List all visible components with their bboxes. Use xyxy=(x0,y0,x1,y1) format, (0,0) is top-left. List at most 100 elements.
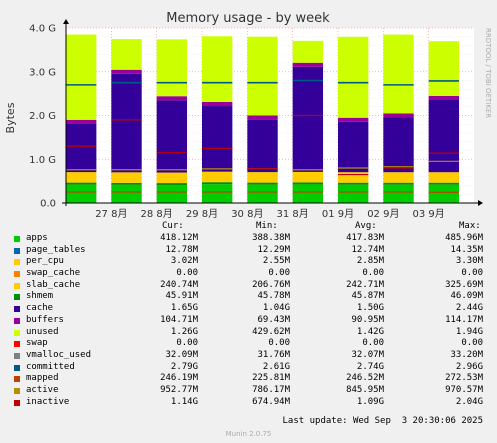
legend-cur: 32.09M xyxy=(165,349,198,360)
legend-swatch xyxy=(14,282,20,289)
legend-avg: 0.00 xyxy=(362,338,384,349)
legend-swatch xyxy=(14,352,20,359)
x-tick-label: 02 9月 xyxy=(367,208,399,220)
legend-row-active: active 952.77M 786.17M 845.95M 970.57M xyxy=(0,385,497,397)
x-tick-label: 03 9月 xyxy=(413,208,445,220)
legend-row-page-tables: page_tables 12.78M 12.29M 12.74M 14.35M xyxy=(0,245,497,257)
legend-avg: 90.95M xyxy=(351,314,384,325)
bar-buffers xyxy=(428,95,460,101)
bar-apps xyxy=(383,184,414,203)
legend-name: buffers xyxy=(26,314,64,325)
legend-name: swap_cache xyxy=(26,268,81,279)
legend-max: 2.44G xyxy=(455,303,483,314)
legend-swatch xyxy=(14,294,20,301)
header-min: Min: xyxy=(256,221,278,231)
bar-cache xyxy=(247,119,278,173)
legend-row-apps: apps 418.12M 388.38M 417.83M 485.96M xyxy=(0,233,497,245)
legend-max: 14.35M xyxy=(450,244,483,255)
legend-cur: 240.74M xyxy=(160,279,198,290)
legend-row-slab-cache: slab_cache 240.74M 206.76M 242.71M 325.69M xyxy=(0,280,497,292)
legend-swatch xyxy=(14,364,20,371)
legend-avg: 2.85M xyxy=(356,256,384,267)
bar-slab xyxy=(338,172,369,183)
legend-max: 1.94G xyxy=(455,326,483,337)
legend-avg: 1.09G xyxy=(356,396,384,407)
legend-max: 970.57M xyxy=(445,384,483,395)
header-cur: Cur: xyxy=(162,221,184,231)
legend-cur: 1.26G xyxy=(170,326,198,337)
legend-avg: 45.87M xyxy=(351,291,384,302)
legend: apps 418.12M 388.38M 417.83M 485.96M page_tab… xyxy=(0,233,497,408)
legend-min: 2.61G xyxy=(262,361,290,372)
bar-apps xyxy=(428,184,460,203)
legend-max: 46.09M xyxy=(450,291,483,302)
legend-max: 0.00 xyxy=(461,338,483,349)
bar-cache xyxy=(156,100,188,173)
bar-buffers xyxy=(111,69,142,74)
legend-max: 325.69M xyxy=(445,279,483,290)
legend-swatch xyxy=(14,329,20,336)
legend-min: 225.81M xyxy=(252,373,290,384)
y-tick-label: 1.0 G xyxy=(29,155,56,166)
bar-slab xyxy=(111,172,142,183)
legend-swatch xyxy=(14,236,20,242)
legend-name: swap xyxy=(26,338,48,349)
bar-slab xyxy=(156,172,188,184)
legend-cur: 45.91M xyxy=(165,291,198,302)
legend-name: vmalloc_used xyxy=(26,349,92,360)
bar-cache xyxy=(338,121,369,173)
bar-slab xyxy=(66,172,97,183)
bar-cache xyxy=(66,123,97,173)
legend-header: Cur: Min: Avg: Max: xyxy=(0,221,497,232)
legend-cur: 3.02M xyxy=(170,256,198,267)
legend-min: 45.78M xyxy=(257,291,290,302)
legend-swatch xyxy=(14,247,20,254)
legend-cur: 952.77M xyxy=(160,384,198,395)
legend-row-vmalloc-used: vmalloc_used 32.09M 31.76M 32.07M 33.20M xyxy=(0,350,497,362)
legend-swatch xyxy=(14,317,20,324)
legend-name: apps xyxy=(26,233,48,243)
legend-min: 31.76M xyxy=(257,349,290,360)
legend-cur: 246.19M xyxy=(160,373,198,384)
legend-row-unused: unused 1.26G 429.62M 1.42G 1.94G xyxy=(0,327,497,339)
legend-min: 0.00 xyxy=(268,338,290,349)
legend-row-swap: swap 0.00 0.00 0.00 0.00 xyxy=(0,338,497,350)
legend-cur: 0.00 xyxy=(176,268,198,279)
y-tick-label: 0.0 xyxy=(40,199,56,210)
bar-unused xyxy=(338,36,369,118)
legend-name: page_tables xyxy=(26,244,86,255)
y-tick-label: 3.0 G xyxy=(29,67,56,78)
legend-min: 12.29M xyxy=(257,244,290,255)
legend-max: 272.53M xyxy=(445,373,483,384)
legend-max: 114.17M xyxy=(445,314,483,325)
bar-apps xyxy=(247,184,278,203)
bar-unused xyxy=(156,39,188,97)
legend-row-swap-cache: swap_cache 0.00 0.00 0.00 0.00 xyxy=(0,268,497,280)
series-lines xyxy=(66,79,460,193)
legend-avg: 1.50G xyxy=(356,303,384,314)
legend-avg: 0.00 xyxy=(362,268,384,279)
bar-buffers xyxy=(66,119,97,124)
legend-avg: 1.42G xyxy=(356,326,384,337)
legend-max: 2.04G xyxy=(455,396,483,407)
legend-name: active xyxy=(26,384,59,395)
y-tick-label: 2.0 G xyxy=(29,111,56,122)
rrdtool-credit: RRDTOOL / TOBI OETIKER xyxy=(484,28,492,118)
bar-shmem xyxy=(428,182,460,185)
legend-min: 786.17M xyxy=(252,384,290,395)
legend-min: 0.00 xyxy=(268,268,290,279)
legend-avg: 417.83M xyxy=(346,233,384,243)
legend-max: 485.96M xyxy=(445,233,483,243)
legend-cur: 12.78M xyxy=(165,244,198,255)
legend-name: per_cpu xyxy=(26,256,64,267)
bar-slab xyxy=(383,172,414,183)
bar-apps xyxy=(338,184,369,203)
bar-apps xyxy=(66,184,97,203)
legend-cur: 1.65G xyxy=(170,303,198,314)
legend-avg: 2.74G xyxy=(356,361,384,372)
legend-swatch xyxy=(14,259,20,266)
bar-unused xyxy=(202,36,233,102)
series-area xyxy=(66,34,460,203)
legend-name: slab_cache xyxy=(26,279,81,290)
x-tick-label: 28 8月 xyxy=(141,208,173,220)
